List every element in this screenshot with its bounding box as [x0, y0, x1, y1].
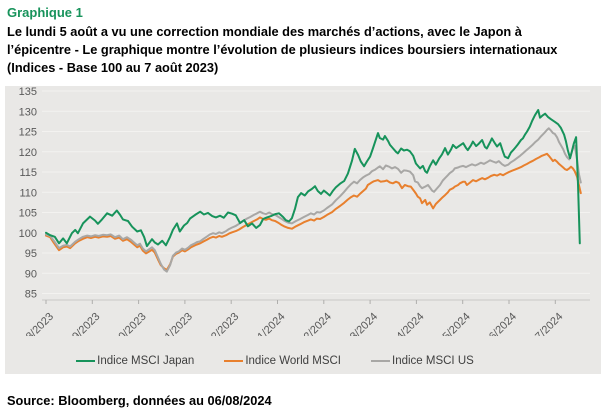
chart-legend: Indice MSCI Japan Indice World MSCI Indi… [5, 355, 601, 367]
x-axis-tick-label: 02/2024 [297, 311, 334, 336]
legend-label: Indice MSCI Japan [97, 355, 195, 367]
y-axis-tick-label: 90 [25, 268, 37, 280]
source-text: Source: Bloomberg, données au 06/08/2024 [7, 393, 272, 408]
y-axis-tick-label: 100 [19, 228, 37, 240]
x-axis-tick-label: 01/2024 [251, 311, 288, 336]
legend-item-msci-japan: Indice MSCI Japan [76, 355, 194, 367]
y-axis-tick-label: 135 [19, 86, 37, 98]
x-axis-tick-label: 11/2023 [159, 311, 195, 336]
y-axis-tick-label: 105 [19, 208, 37, 220]
legend-item-world-msci: Indice World MSCI [224, 355, 341, 367]
chart-area: 85 90 95 100 105 110 115 120 125 130 135 08/2023 09/… [5, 86, 601, 374]
series-line-indice-msci-japan [45, 109, 581, 248]
x-axis-tick-label: 12/2023 [205, 311, 242, 336]
chart-subtitle: Le lundi 5 août a vu une correction mond… [7, 24, 558, 76]
line-chart: 85 90 95 100 105 110 115 120 125 130 135 08/2023 09/… [19, 86, 590, 336]
page-title: Graphique 1 [7, 5, 83, 20]
japan-series-dash-icon [76, 359, 96, 363]
series-line-indice-msci-us [45, 127, 582, 273]
y-axis-tick-label: 95 [25, 248, 37, 260]
x-axis-tick-label: 03/2024 [344, 311, 381, 336]
x-axis-tick-label: 09/2023 [66, 311, 103, 336]
x-axis-tick-label: 04/2024 [390, 311, 427, 336]
y-axis-tick-label: 125 [19, 127, 37, 139]
x-axis-tick-label: 07/2024 [529, 311, 566, 336]
legend-label: Indice MSCI US [392, 355, 474, 367]
y-axis-tick-label: 115 [19, 167, 37, 179]
y-axis-tick-label: 85 [25, 289, 37, 301]
world-series-dash-icon [224, 359, 244, 363]
x-axis-tick-label: 10/2023 [112, 311, 149, 336]
legend-item-msci-us: Indice MSCI US [371, 355, 474, 367]
y-axis-tick-label: 110 [19, 187, 37, 199]
legend-label: Indice World MSCI [245, 355, 341, 367]
y-axis-tick-label: 130 [19, 106, 37, 118]
us-series-dash-icon [371, 359, 390, 363]
chart-header: Graphique 1 Le lundi 5 août a vu une cor… [7, 5, 601, 77]
x-axis-tick-label: 06/2024 [483, 311, 520, 336]
y-axis-tick-label: 120 [19, 147, 37, 159]
x-axis-tick-label: 08/2023 [20, 311, 57, 336]
x-axis-tick-label: 05/2024 [436, 311, 473, 336]
